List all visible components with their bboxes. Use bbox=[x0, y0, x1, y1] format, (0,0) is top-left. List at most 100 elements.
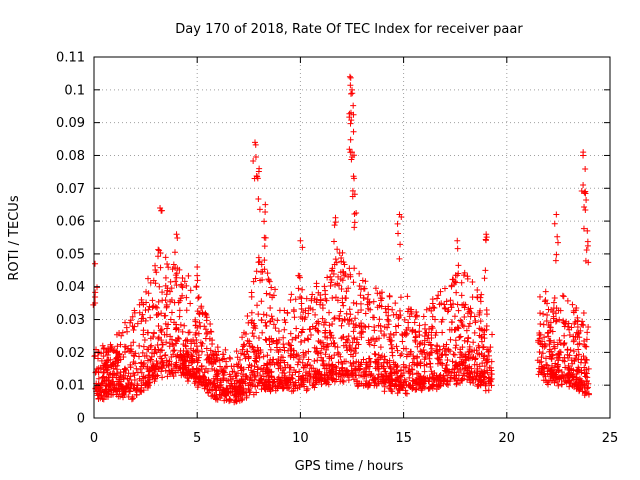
data-point bbox=[393, 329, 400, 336]
data-point bbox=[452, 272, 459, 279]
data-point bbox=[403, 345, 410, 352]
data-point bbox=[378, 363, 385, 370]
y-tick-label: 0.05 bbox=[56, 247, 85, 262]
data-point bbox=[295, 359, 302, 366]
data-point bbox=[199, 372, 206, 379]
data-point bbox=[145, 368, 152, 375]
data-point bbox=[413, 386, 420, 393]
data-point bbox=[271, 361, 278, 368]
data-point bbox=[157, 327, 164, 334]
data-point bbox=[140, 373, 147, 380]
data-point bbox=[127, 373, 134, 380]
data-point bbox=[388, 376, 395, 383]
data-point bbox=[482, 267, 489, 274]
data-point bbox=[444, 357, 451, 364]
data-point bbox=[360, 329, 367, 336]
data-point bbox=[585, 323, 592, 330]
data-point bbox=[338, 286, 345, 293]
data-point bbox=[583, 336, 590, 343]
data-point bbox=[412, 337, 419, 344]
y-tick-label: 0 bbox=[77, 412, 85, 427]
data-point bbox=[392, 381, 399, 388]
data-point bbox=[351, 265, 358, 272]
data-point bbox=[455, 307, 462, 314]
data-point bbox=[539, 364, 546, 371]
data-point bbox=[429, 383, 436, 390]
data-point bbox=[297, 339, 304, 346]
data-point bbox=[316, 368, 323, 375]
data-point bbox=[424, 350, 431, 357]
data-point bbox=[280, 334, 287, 341]
data-point bbox=[458, 318, 465, 325]
data-point bbox=[393, 343, 400, 350]
data-point bbox=[184, 338, 191, 345]
data-point bbox=[242, 380, 249, 387]
data-point bbox=[348, 156, 355, 163]
data-point bbox=[127, 348, 134, 355]
data-point bbox=[139, 311, 146, 318]
data-point bbox=[255, 311, 262, 318]
data-point bbox=[154, 341, 161, 348]
data-point bbox=[467, 354, 474, 361]
data-point bbox=[413, 361, 420, 368]
data-point bbox=[251, 363, 258, 370]
data-point bbox=[182, 357, 189, 364]
data-point bbox=[381, 379, 388, 386]
data-point bbox=[110, 371, 117, 378]
data-point bbox=[175, 335, 182, 342]
data-point bbox=[142, 317, 149, 324]
data-point bbox=[580, 225, 587, 232]
data-point bbox=[235, 361, 242, 368]
data-point bbox=[441, 301, 448, 308]
data-point bbox=[417, 379, 424, 386]
data-point bbox=[375, 365, 382, 372]
data-point bbox=[367, 358, 374, 365]
data-point bbox=[570, 307, 577, 314]
data-point bbox=[287, 379, 294, 386]
data-point bbox=[580, 353, 587, 360]
data-point bbox=[122, 365, 129, 372]
data-point bbox=[149, 371, 156, 378]
data-point bbox=[167, 278, 174, 285]
data-point bbox=[580, 309, 587, 316]
data-point bbox=[315, 338, 322, 345]
data-point bbox=[201, 385, 208, 392]
chart-title: Day 170 of 2018, Rate Of TEC Index for r… bbox=[175, 22, 523, 37]
data-point bbox=[172, 278, 179, 285]
data-point bbox=[573, 329, 580, 336]
data-point bbox=[384, 316, 391, 323]
data-point bbox=[170, 351, 177, 358]
data-point bbox=[246, 340, 253, 347]
data-point bbox=[219, 368, 226, 375]
data-point bbox=[296, 274, 303, 281]
data-point bbox=[157, 250, 164, 257]
data-point bbox=[313, 349, 320, 356]
data-point bbox=[570, 333, 577, 340]
data-point bbox=[445, 306, 452, 313]
data-point bbox=[356, 322, 363, 329]
data-point bbox=[156, 247, 163, 254]
data-point bbox=[293, 325, 300, 332]
data-point bbox=[157, 264, 164, 271]
data-point bbox=[241, 342, 248, 349]
data-point bbox=[451, 375, 458, 382]
data-point bbox=[305, 356, 312, 363]
data-point bbox=[453, 289, 460, 296]
data-point bbox=[315, 328, 322, 335]
data-point bbox=[488, 358, 495, 365]
data-point bbox=[208, 393, 215, 400]
data-point bbox=[292, 382, 299, 389]
data-point bbox=[335, 351, 342, 358]
data-point bbox=[318, 345, 325, 352]
x-tick-label: 15 bbox=[395, 431, 412, 446]
data-point bbox=[434, 295, 441, 302]
data-point bbox=[323, 369, 330, 376]
data-points bbox=[90, 73, 592, 406]
data-point bbox=[381, 388, 388, 395]
data-point bbox=[305, 310, 312, 317]
data-point bbox=[338, 322, 345, 329]
data-point bbox=[542, 288, 549, 295]
data-point bbox=[96, 385, 103, 392]
data-point bbox=[240, 385, 247, 392]
data-point bbox=[427, 349, 434, 356]
